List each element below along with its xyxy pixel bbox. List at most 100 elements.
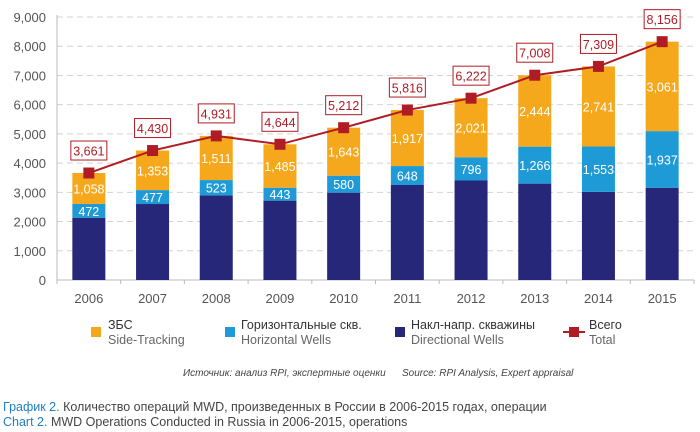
- y-tick-label: 1,000: [13, 244, 46, 259]
- legend-label-en: Horizontal Wells: [241, 333, 332, 347]
- bar-label-sidetracking: 1,353: [137, 164, 168, 178]
- bar-label-horizontal: 1,937: [647, 153, 678, 167]
- x-tick-label: 2010: [329, 291, 358, 306]
- legend-label-en: Directional Wells: [411, 333, 504, 347]
- y-tick-label: 5,000: [13, 127, 46, 142]
- bar-horizontal: [263, 187, 297, 201]
- bar-horizontal: [327, 175, 361, 193]
- total-label: 7,008: [519, 47, 550, 61]
- legend-item-directional: Накл-напр. скважины Directional Wells: [395, 318, 535, 348]
- caption-ru: График 2. Количество операций MWD, произ…: [3, 400, 547, 414]
- bar-horizontal: [454, 157, 488, 181]
- bar-label-sidetracking: 3,061: [647, 80, 678, 94]
- stacked-bar-chart: 0 1,000 2,000 3,000 4,000 5,000 6,000 7,000 8,00…: [13, 9, 695, 306]
- x-tick-label: 2015: [648, 291, 677, 306]
- legend-label-en: Side-Tracking: [108, 333, 185, 347]
- x-tick-label: 2013: [520, 291, 549, 306]
- bar-label-sidetracking: 1,485: [264, 160, 295, 174]
- y-tick-label: 0: [39, 273, 46, 288]
- total-label-box: [516, 42, 554, 63]
- legend-swatch-directional: [395, 327, 405, 337]
- x-tick-label: 2006: [74, 291, 103, 306]
- total-marker: [401, 104, 413, 116]
- total-line: [88, 40, 663, 174]
- y-tick-label: 7,000: [13, 68, 46, 83]
- total-label-box: [388, 77, 426, 98]
- y-tick-label: 3,000: [13, 185, 46, 200]
- source-en: Source: RPI Analysis, Expert appraisal: [402, 368, 574, 379]
- bar-directional: [645, 187, 679, 280]
- bar-label-sidetracking: 2,444: [519, 105, 550, 119]
- bar-directional: [581, 191, 615, 280]
- bar-label-horizontal: 1,553: [583, 163, 614, 177]
- total-label: 6,222: [455, 70, 486, 84]
- bar-label-horizontal: 648: [397, 170, 418, 184]
- bar-directional: [454, 180, 488, 280]
- total-marker: [465, 92, 477, 104]
- caption-en: Chart 2. MWD Operations Conducted in Rus…: [3, 415, 407, 429]
- bar-label-horizontal: 796: [461, 163, 482, 177]
- bar-sidetracking: [518, 75, 552, 147]
- caption-ru-lead: График 2.: [3, 400, 60, 414]
- bar-horizontal: [581, 146, 615, 192]
- total-label-box: [134, 118, 172, 139]
- bar-horizontal: [72, 203, 106, 218]
- legend-item-horizontal: Горизонтальные скв. Horizontal Wells: [225, 318, 362, 348]
- bar-horizontal: [390, 166, 424, 185]
- total-label-box: [325, 95, 363, 116]
- x-tick-label: 2009: [265, 291, 294, 306]
- bar-label-horizontal: 472: [78, 205, 99, 219]
- bar-directional: [263, 200, 297, 280]
- total-label-box: [579, 33, 617, 54]
- total-marker: [147, 145, 159, 157]
- legend-label-ru: Всего: [589, 318, 622, 332]
- bar-sidetracking: [263, 144, 297, 188]
- bar-directional: [72, 217, 106, 280]
- legend-label-en: Total: [589, 333, 616, 347]
- bar-label-sidetracking: 1,058: [73, 182, 104, 196]
- total-marker: [274, 138, 286, 150]
- y-tick-label: 2,000: [13, 215, 46, 230]
- bar-horizontal: [645, 131, 679, 188]
- bar-sidetracking: [327, 127, 361, 176]
- bar-sidetracking: [454, 98, 488, 158]
- legend: ЗБС Side-Tracking Горизонтальные скв. Ho…: [0, 318, 700, 358]
- bar-label-horizontal: 580: [333, 178, 354, 192]
- bar-directional: [199, 195, 233, 280]
- legend-label-ru: ЗБС: [108, 318, 133, 332]
- legend-item-sidetracking: ЗБС Side-Tracking: [91, 318, 185, 348]
- bar-sidetracking: [645, 41, 679, 132]
- bar-directional: [136, 204, 170, 280]
- bar-horizontal: [136, 190, 170, 205]
- y-tick-label: 9,000: [13, 10, 46, 25]
- bar-sidetracking: [199, 135, 233, 181]
- total-label: 4,430: [137, 122, 168, 136]
- legend-label-ru: Накл-напр. скважины: [411, 318, 535, 332]
- total-label: 4,931: [201, 107, 232, 121]
- bar-sidetracking: [390, 110, 424, 167]
- total-label-box: [70, 140, 108, 161]
- total-marker: [529, 69, 541, 81]
- x-tick-label: 2007: [138, 291, 167, 306]
- y-tick-label: 4,000: [13, 156, 46, 171]
- bar-label-horizontal: 1,266: [519, 159, 550, 173]
- y-tick-label: 6,000: [13, 98, 46, 113]
- x-tick-label: 2011: [393, 291, 421, 306]
- legend-item-total: Всего Total: [563, 318, 622, 348]
- total-marker: [210, 130, 222, 142]
- source-ru: Источник: анализ RPI, экспертные оценки: [183, 368, 386, 379]
- bar-label-sidetracking: 2,021: [455, 122, 486, 136]
- total-label-box: [643, 9, 681, 30]
- total-label: 7,309: [583, 38, 614, 52]
- total-marker: [338, 122, 350, 134]
- bar-directional: [327, 192, 361, 280]
- x-tick-label: 2014: [584, 291, 613, 306]
- total-label: 4,644: [264, 116, 295, 130]
- legend-label-ru: Горизонтальные скв.: [241, 318, 362, 332]
- bar-label-horizontal: 523: [206, 182, 227, 196]
- total-marker: [83, 167, 95, 179]
- y-tick-label: 8,000: [13, 39, 46, 54]
- total-label-box: [197, 103, 235, 124]
- bar-label-horizontal: 477: [142, 191, 163, 205]
- legend-swatch-horizontal: [225, 327, 235, 337]
